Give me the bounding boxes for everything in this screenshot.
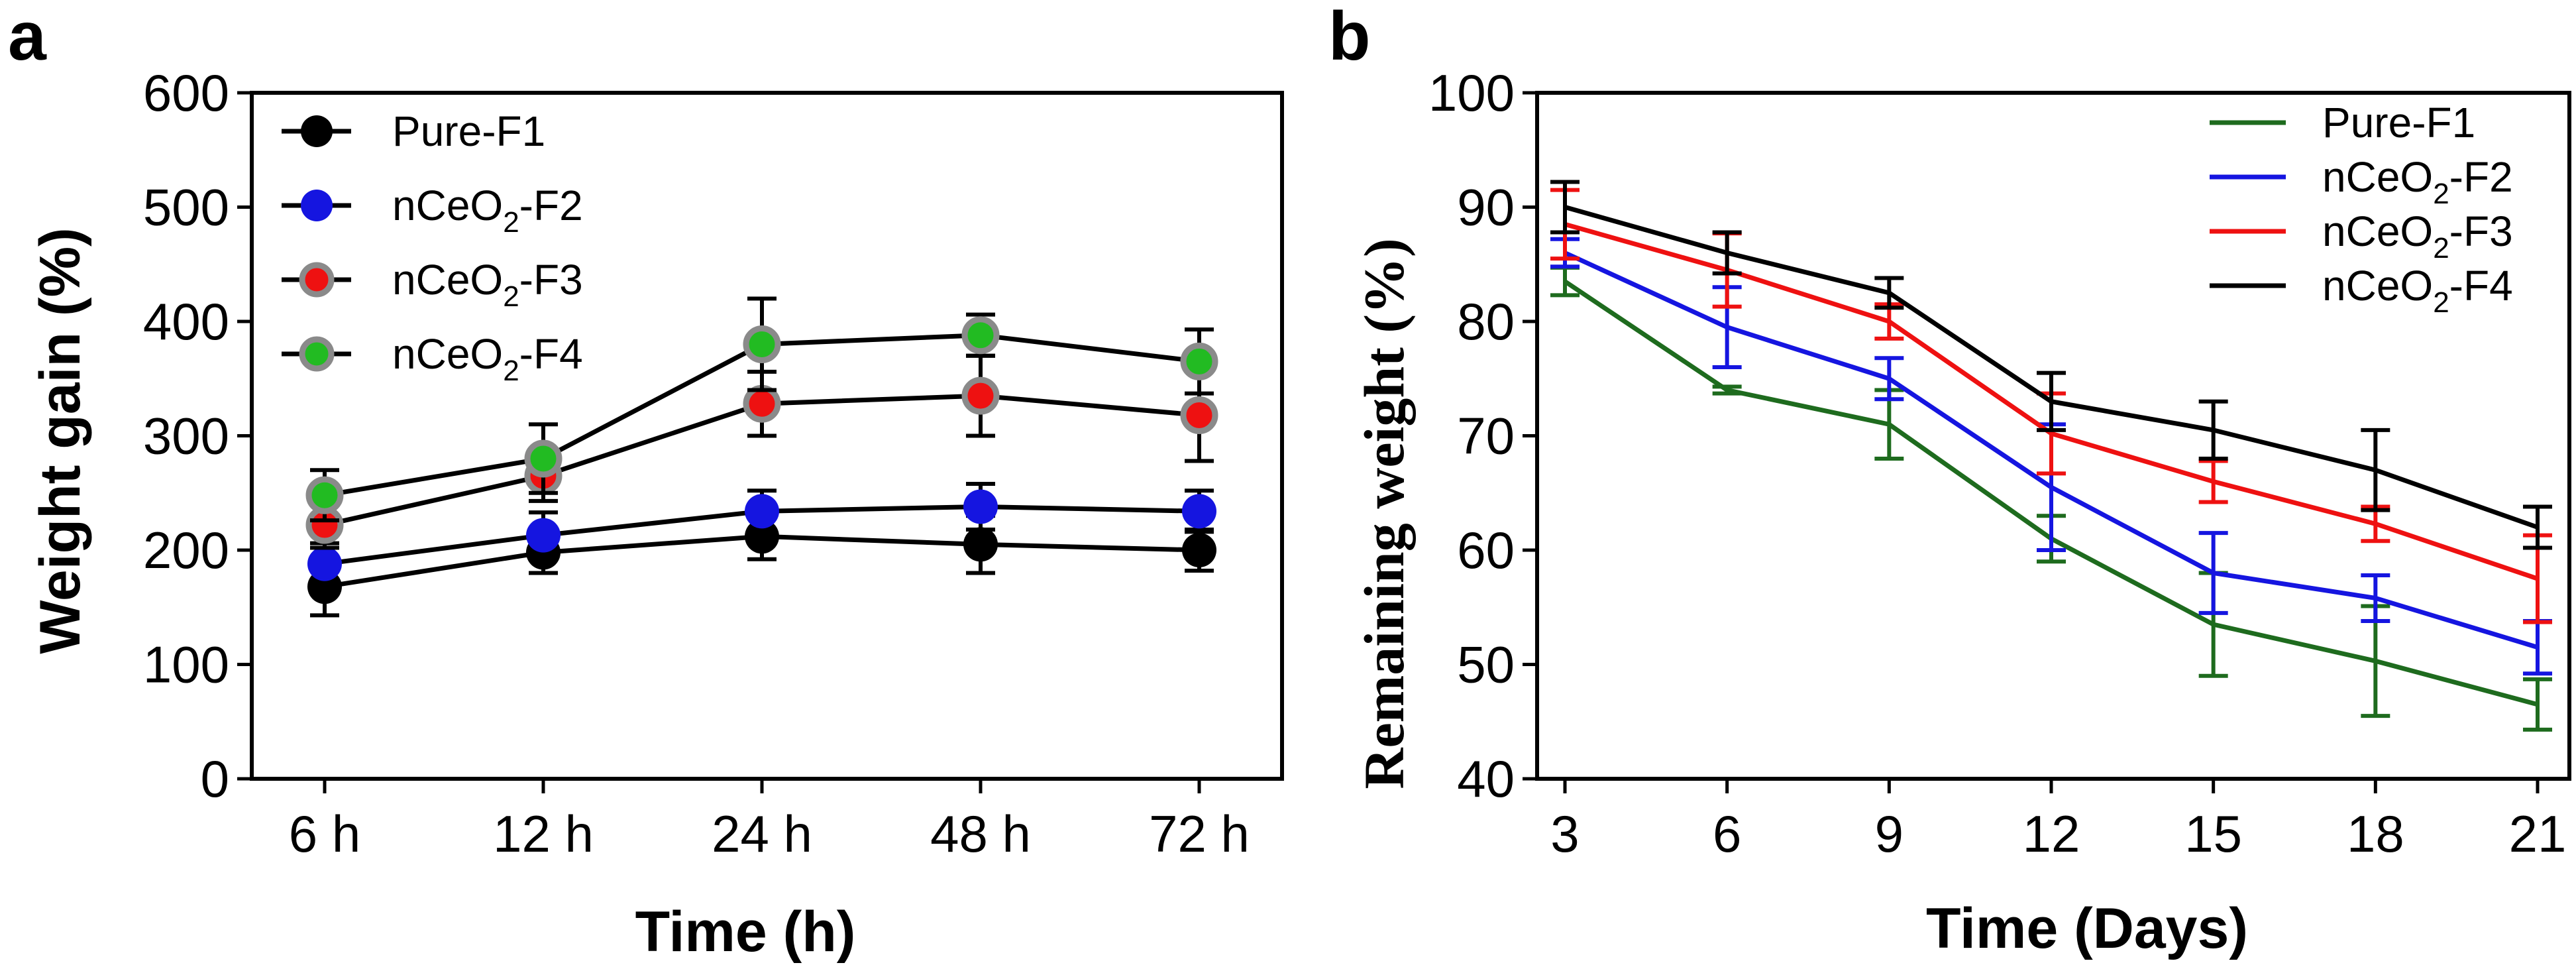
panel-a-legend-marker	[299, 336, 335, 372]
panel-a-data-point	[307, 546, 342, 581]
panel-a-x-tick-label: 72 h	[1149, 805, 1250, 863]
panel-a-data-point	[1180, 342, 1218, 380]
panel-b-legend-item: nCeO2-F2	[2210, 153, 2513, 210]
panel-a-data-point	[526, 518, 561, 553]
panel-b-legend-label: Pure-F1	[2322, 99, 2475, 146]
panel-b-y-tick-label: 90	[1457, 178, 1515, 237]
panel-a-y-tick-label: 300	[143, 407, 229, 465]
panel-b-x-tick-label: 12	[2023, 805, 2080, 863]
panel-a-legend-item: nCeO2-F4	[282, 330, 583, 387]
panel-b-y-tick-label: 70	[1457, 407, 1515, 465]
panel-b-y-axis-label: Remaining weight (%)	[1352, 238, 1416, 789]
panel-a-y-tick-label: 100	[143, 636, 229, 694]
panel-a-legend-item: Pure-F1	[282, 107, 545, 155]
panel-a-legend: Pure-F1 nCeO2-F2 nCeO2-F3 nCeO2-F4	[282, 107, 583, 387]
panel-a-legend-marker	[299, 262, 335, 298]
panel-a-series-4	[305, 296, 1218, 523]
panel-b-legend-item: nCeO2-F3	[2210, 207, 2513, 264]
panel-a-y-axis-label: Weight gain (%)	[28, 227, 92, 654]
panel-b-legend-label: nCeO2-F4	[2322, 262, 2513, 319]
panel-a-y-tick-label: 400	[143, 292, 229, 351]
panel-a-legend-label: nCeO2-F2	[392, 182, 583, 239]
panel-a-data-point	[961, 376, 1000, 415]
panel-b-y-tick-label: 80	[1457, 292, 1515, 351]
panel-a-series-2	[307, 481, 1216, 587]
panel-a-legend-marker	[301, 115, 333, 147]
panel-a-x-tick-label: 12 h	[493, 805, 594, 863]
panel-a-letter: a	[8, 0, 47, 75]
panel-a-data-point	[305, 476, 344, 514]
panel-a-x-tick-label: 24 h	[712, 805, 812, 863]
panel-a: a 0 100 200 300 400 500 600 6 h 12 h 24 h 48 h 72 h…	[8, 0, 1284, 964]
panel-a-y-tick-label: 200	[143, 521, 229, 579]
panel-a-axes: 0 100 200 300 400 500 600 6 h 12 h 24 h 48 h 72 h	[143, 64, 1284, 863]
panel-a-legend-label: Pure-F1	[392, 107, 545, 155]
panel-b-x-tick-label: 3	[1550, 805, 1579, 863]
panel-b-x-tick-label: 9	[1875, 805, 1904, 863]
panel-b-y-tick-label: 40	[1457, 750, 1515, 808]
panel-b-x-tick-label: 21	[2509, 805, 2567, 863]
panel-b-series-4	[1550, 180, 2552, 550]
panel-b-y-tick-label: 60	[1457, 521, 1515, 579]
panel-a-series	[305, 296, 1218, 618]
panel-b-legend-item: Pure-F1	[2210, 99, 2475, 146]
panel-a-y-tick-label: 0	[201, 750, 229, 808]
panel-a-data-point	[963, 527, 998, 562]
panel-a-legend-label: nCeO2-F4	[392, 330, 583, 387]
panel-b-series-2	[1550, 237, 2552, 676]
panel-a-x-tick-label: 6 h	[289, 805, 360, 863]
panel-a-data-point	[963, 489, 998, 524]
panel-b-x-tick-label: 15	[2184, 805, 2242, 863]
panel-b-y-tick-label: 50	[1457, 636, 1515, 694]
panel-a-data-point	[1182, 494, 1216, 529]
panel-a-legend-item: nCeO2-F3	[282, 256, 583, 313]
panel-a-x-tick-label: 48 h	[930, 805, 1031, 863]
panel-a-y-tick-label: 600	[143, 64, 229, 122]
panel-b: b 40 50 60 70 80 90 100 3 6 9 12 15 18 21 Pure-F1 nCeO…	[1328, 0, 2571, 960]
panel-a-data-point	[1182, 533, 1216, 567]
panel-b-legend-label: nCeO2-F2	[2322, 153, 2513, 210]
panel-b-series	[1550, 180, 2552, 732]
panel-b-letter: b	[1328, 0, 1371, 75]
panel-b-y-tick-label: 100	[1428, 64, 1515, 122]
panel-a-data-point	[524, 439, 563, 478]
panel-a-data-point	[745, 494, 779, 529]
panel-a-data-point	[1180, 396, 1218, 434]
panel-b-legend-label: nCeO2-F3	[2322, 207, 2513, 264]
panel-b-x-tick-label: 6	[1713, 805, 1741, 863]
panel-a-data-point	[961, 316, 1000, 355]
panel-a-data-point	[743, 325, 781, 363]
panel-b-x-axis-label: Time (Days)	[1926, 897, 2248, 960]
panel-b-legend-item: nCeO2-F4	[2210, 262, 2513, 319]
panel-a-legend-label: nCeO2-F3	[392, 256, 583, 313]
panel-b-axes: 40 50 60 70 80 90 100 3 6 9 12 15 18 21	[1428, 64, 2571, 863]
panel-a-y-tick-label: 500	[143, 178, 229, 237]
panel-a-legend-marker	[301, 190, 333, 221]
panel-b-x-tick-label: 18	[2347, 805, 2404, 863]
panel-a-data-point	[743, 384, 781, 423]
panel-a-x-axis-label: Time (h)	[635, 900, 856, 964]
panel-a-data-point	[745, 519, 779, 554]
panel-a-legend-item: nCeO2-F2	[282, 182, 583, 239]
